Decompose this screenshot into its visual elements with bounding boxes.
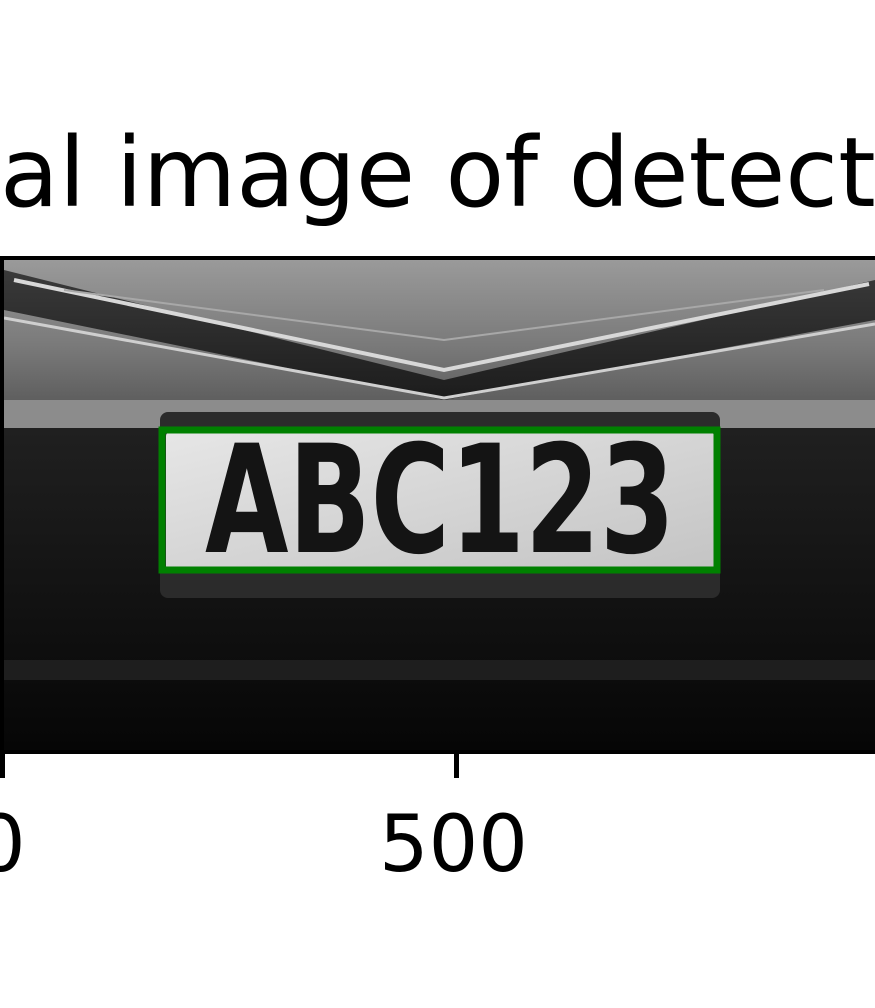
chrome-strip-top [63,289,825,342]
detection-box [158,426,721,574]
license-plate [166,432,714,570]
bumper-crease [4,660,875,680]
grille-v-shape [4,270,875,400]
x-tick-0 [0,752,5,778]
car-front-photo: ABC123 [4,260,875,750]
figure-title: al image of detect [0,118,875,228]
plate-characters: ABC123 [205,414,675,588]
x-tick-label-0: 0 [0,800,26,890]
x-tick-label-500: 500 [379,800,528,890]
chrome-strip-upper [13,278,870,373]
image-axes: ABC123 [0,256,875,754]
figure-title-text: al image of detect [0,117,875,229]
chrome-strip-lower [4,316,875,400]
x-tick-500 [454,752,459,778]
